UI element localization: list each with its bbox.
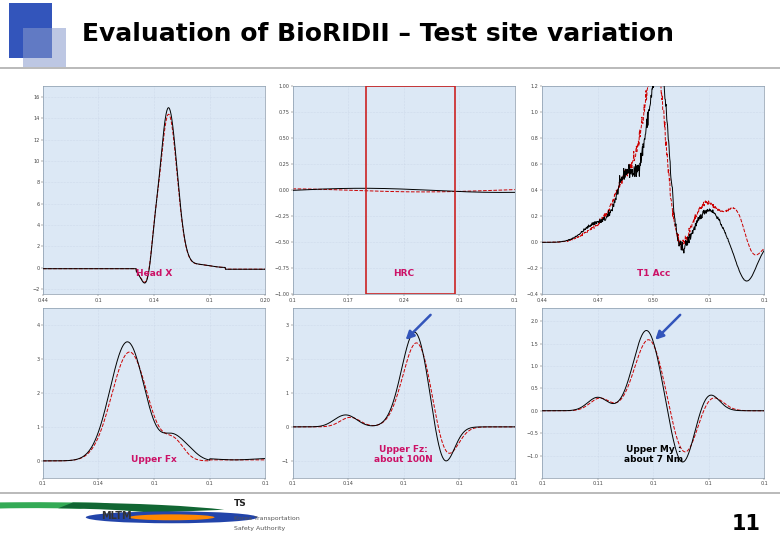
Text: MLTM: MLTM [101, 511, 132, 521]
Circle shape [86, 511, 257, 523]
Text: Safety Authority: Safety Authority [234, 525, 285, 531]
Text: HRC: HRC [393, 269, 414, 278]
Wedge shape [58, 502, 224, 513]
Circle shape [129, 514, 215, 521]
Text: Upper My :
about 7 Nm: Upper My : about 7 Nm [624, 445, 682, 464]
Bar [366, 86, 455, 294]
Bar [23, 28, 66, 66]
Text: TS: TS [234, 499, 246, 508]
Bar [9, 3, 52, 58]
Text: 11: 11 [732, 514, 760, 534]
Bar [0, 492, 780, 494]
Text: T1 Acc: T1 Acc [636, 269, 670, 278]
Text: Korea Transportation: Korea Transportation [234, 516, 300, 521]
Text: Upper Fz:
about 100N: Upper Fz: about 100N [374, 445, 433, 464]
Text: Evaluation of BioRIDII – Test site variation: Evaluation of BioRIDII – Test site varia… [82, 22, 674, 46]
Wedge shape [0, 502, 110, 509]
Text: Upper Fx: Upper Fx [131, 455, 177, 464]
Bar [0, 66, 780, 69]
Text: Head X: Head X [136, 269, 172, 278]
